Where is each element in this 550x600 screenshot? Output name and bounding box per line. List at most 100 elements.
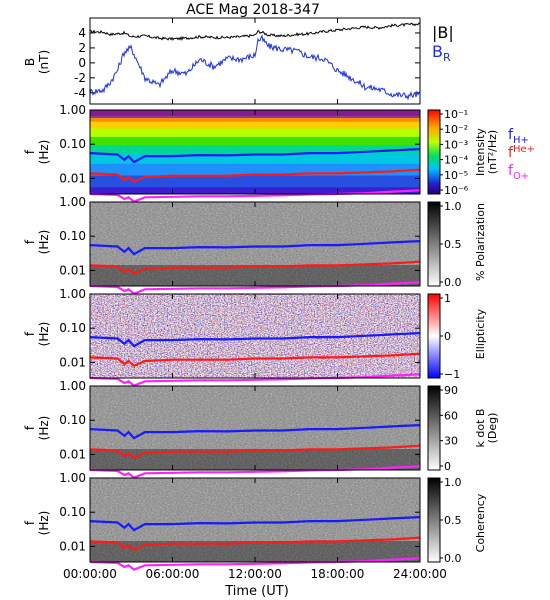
ell-ylabel-line2: (Hz): [37, 322, 51, 347]
legend-species-h: fH+: [508, 127, 529, 146]
spectrogram-polarization: 1.00 0.10 0.01 1.0 0.5 0.0: [59, 195, 462, 295]
b-frame: [89, 17, 421, 105]
polarization-colorbar-tick-label: 0.0: [444, 276, 462, 289]
b-ytick-label: 4: [78, 26, 86, 40]
spectrogram-intensity: 1.00 0.10 0.01 10⁻¹ 10⁻² 10⁻³ 10⁻⁴ 10⁻⁵ 10⁻⁶: [59, 103, 469, 203]
polarization-f_He-line: [89, 260, 421, 275]
ellipticity-f_H-line: [89, 332, 421, 348]
polarization-ytick-label: 0.10: [59, 229, 86, 243]
panel-kdotb: f (Hz) k dot B (Deg): [23, 409, 499, 448]
coherency-ytick-label: 0.10: [59, 505, 86, 519]
coherency-colorbar-tick-label: 0.5: [444, 514, 462, 527]
intensity-colorbar-tick-label: 10⁻⁵: [444, 169, 468, 182]
ell-ylabel-line1: f: [23, 331, 37, 336]
spectrogram-kdotb: 1.00 0.10 0.01 90 60 30 0: [59, 379, 458, 479]
kdotb-ytick-label: 0.10: [59, 413, 86, 427]
intensity-f_H-line: [89, 148, 421, 164]
pol-colorbar-label: % Polarization: [474, 203, 487, 281]
kdotb-f_H-line: [89, 424, 421, 440]
kdotb-ytick-label: 0.01: [59, 447, 86, 461]
spectrogram-ellipticity: 1.00 0.10 0.01 1 0 −1: [59, 287, 460, 387]
coh-ylabel-line1: f: [23, 520, 37, 525]
intensity-colorbar: [427, 109, 441, 195]
x-tick-label: 00:00:00: [63, 567, 117, 581]
ellipticity-colorbar-tick-label: 1: [444, 292, 451, 305]
x-axis-title: Time (UT): [224, 584, 289, 599]
ellipticity-colorbar-tick-label: −1: [444, 368, 460, 381]
b-ytick-label: 2: [78, 41, 86, 55]
b-ylabel-line1: B: [23, 58, 37, 66]
legend-species-o: fO+: [508, 163, 529, 182]
coh-colorbar-label: Coherency: [474, 493, 487, 552]
plot-title: ACE Mag 2018-347: [186, 2, 320, 18]
b-ytick-label: -2: [74, 71, 86, 85]
kdotb-colorbar-tick-label: 90: [444, 384, 458, 397]
intensity-colorbar-units: (nT²/Hz): [486, 130, 499, 174]
kdotb-f_He-line: [89, 444, 421, 459]
intensity-ytick-label: 0.01: [59, 171, 86, 185]
spectrogram-panels: f (Hz) Intensity (nT²/Hz) f (Hz) % Polar…: [23, 103, 499, 571]
polarization-f_H-line: [89, 240, 421, 256]
ellipticity-ytick-label: 0.10: [59, 321, 86, 335]
kdotb-colorbar-tick-label: 30: [444, 435, 458, 448]
ellipticity-f_He-line: [89, 352, 421, 367]
ellipticity-ytick-label: 0.01: [59, 355, 86, 369]
kdb-colorbar-units: (Deg): [486, 413, 499, 444]
coherency-colorbar-tick-label: 1.0: [444, 476, 462, 489]
panel-intensity: f (Hz) Intensity (nT²/Hz): [23, 128, 499, 176]
ellipticity-colorbar: [427, 293, 441, 379]
ellipticity-colorbar-tick-label: 0: [444, 330, 451, 343]
intensity-colorbar-tick-label: 10⁻³: [444, 138, 468, 151]
polarization-colorbar: [427, 201, 441, 287]
ellipticity-ytick-label: 1.00: [59, 287, 86, 301]
x-tick-label: 06:00:00: [146, 567, 200, 581]
spectrogram-coherency: 1.00 0.10 0.01 1.0 0.5 0.0: [59, 471, 462, 571]
x-tick-label: 18:00:00: [311, 567, 365, 581]
coherency-f_H-line: [89, 516, 421, 532]
intensity-colorbar-tick-label: 10⁻⁴: [444, 154, 469, 167]
intensity-ytick-label: 0.10: [59, 137, 86, 151]
legend-b-total: |B|: [432, 23, 454, 42]
kdotb-low-freq-shade: [90, 449, 420, 470]
panel-b-field: B (nT) 420-2-4 |B| BR: [23, 17, 454, 105]
kdotb-ytick-label: 1.00: [59, 379, 86, 393]
species-legend: fH+ fHe+ fO+: [508, 127, 535, 182]
kdb-ylabel-line1: f: [23, 425, 37, 430]
x-tick-label: 24:00:00: [393, 567, 447, 581]
coherency-colorbar: [427, 477, 441, 563]
kdotb-colorbar-tick-label: 60: [444, 409, 458, 422]
intensity-colorbar-label: Intensity: [474, 128, 487, 176]
legend-b-r: BR: [432, 42, 451, 64]
b-plot-area: [89, 22, 421, 101]
time-axis: 00:00:00 06:00:00 12:00:00 18:00:00 24:00:00: [63, 18, 447, 581]
coherency-colorbar-tick-label: 0.0: [444, 552, 462, 565]
panel-ellipticity: f (Hz) Ellipticity: [23, 308, 487, 359]
intensity-colorbar-tick-label: 10⁻⁶: [444, 184, 469, 197]
intensity-colorbar-tick-label: 10⁻²: [444, 123, 468, 136]
b-ylabel-line2: (nT): [37, 50, 51, 74]
polarization-low-freq-shade: [90, 265, 420, 286]
polarization-colorbar-tick-label: 1.0: [444, 200, 462, 213]
panel-polarization: f (Hz) % Polarization: [23, 203, 487, 281]
ell-colorbar-label: Ellipticity: [474, 308, 487, 359]
b-ytick-label: 0: [78, 56, 86, 70]
b-axis-ticks: 420-2-4: [74, 26, 420, 100]
b-ytick-label: -4: [74, 86, 86, 100]
coherency-ytick-label: 1.00: [59, 471, 86, 485]
b-r-series-line: [89, 34, 421, 101]
intensity-ylabel-line2: (Hz): [37, 140, 51, 165]
intensity-f_He-line: [89, 168, 421, 183]
intensity-ytick-label: 1.00: [59, 103, 86, 117]
polarization-colorbar-tick-label: 0.5: [444, 238, 462, 251]
pol-ylabel-line1: f: [23, 239, 37, 244]
x-tick-label: 12:00:00: [228, 567, 282, 581]
kdotb-colorbar: [427, 385, 441, 471]
panel-coherency: f (Hz) Coherency: [23, 493, 487, 552]
coh-ylabel-line2: (Hz): [37, 511, 51, 536]
kdb-colorbar-label: k dot B: [474, 409, 487, 448]
kdotb-colorbar-tick-label: 0: [444, 460, 451, 473]
legend-species-he: fHe+: [508, 144, 535, 161]
coherency-low-freq-shade: [90, 541, 420, 562]
pol-ylabel-line2: (Hz): [37, 230, 51, 255]
